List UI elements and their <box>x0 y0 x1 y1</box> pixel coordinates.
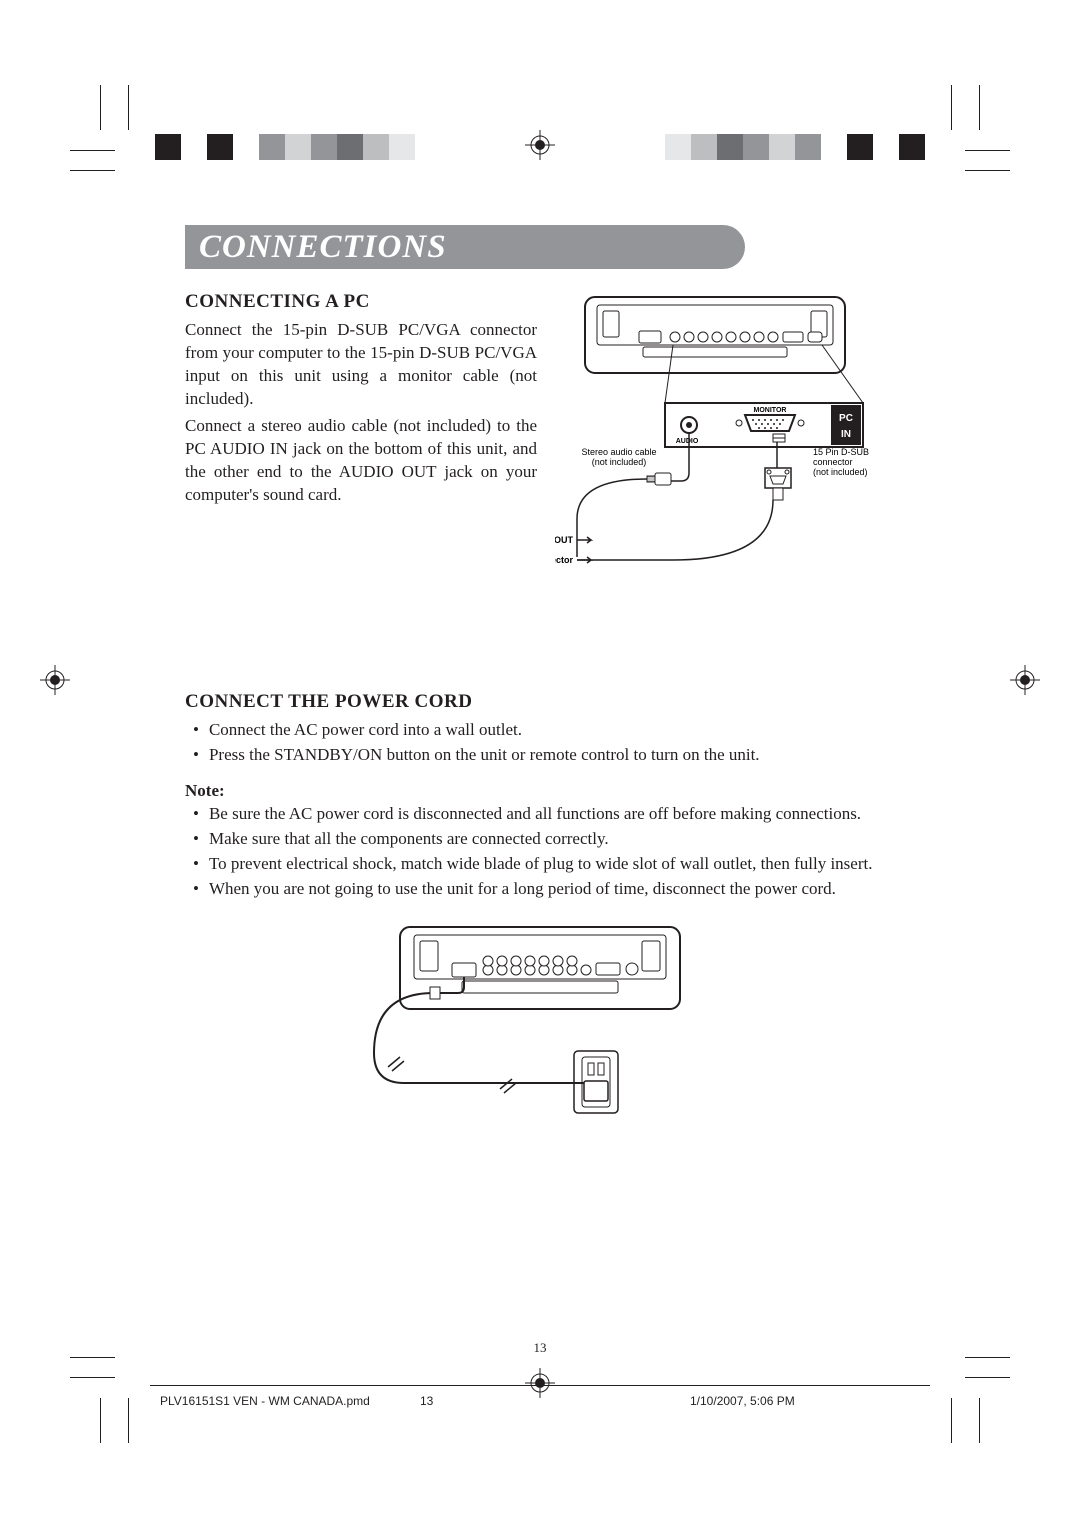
figure-power-cord <box>185 921 895 1121</box>
color-swatch <box>717 134 743 160</box>
page-content: CONNECTIONS CONNECTING A PC Connect the … <box>185 225 895 1121</box>
crop-mark <box>965 170 1010 171</box>
crop-mark <box>70 1357 115 1358</box>
para-pc-1: Connect the 15-pin D-SUB PC/VGA connecto… <box>185 319 537 411</box>
color-swatch <box>155 134 181 160</box>
color-swatch <box>821 134 847 160</box>
color-swatch <box>389 134 415 160</box>
para-pc-2: Connect a stereo audio cable (not includ… <box>185 415 537 507</box>
registration-target-icon <box>525 1368 555 1398</box>
color-swatch <box>691 134 717 160</box>
color-swatch <box>285 134 311 160</box>
crop-mark <box>965 1357 1010 1358</box>
color-swatch <box>207 134 233 160</box>
color-swatch <box>311 134 337 160</box>
list-item: Make sure that all the components are co… <box>185 828 895 851</box>
section-connecting-pc: CONNECTING A PC Connect the 15-pin D-SUB… <box>185 291 895 586</box>
list-item: Connect the AC power cord into a wall ou… <box>185 719 895 742</box>
color-bar-right <box>639 134 925 160</box>
color-swatch <box>363 134 389 160</box>
fig-label-audio-cable: Stereo audio cable <box>581 447 656 457</box>
color-swatch <box>337 134 363 160</box>
crop-mark <box>951 85 952 130</box>
fig-label-connector: connector <box>813 457 853 467</box>
heading-power-cord: CONNECT THE POWER CORD <box>185 691 895 713</box>
fig-label-not-incl-1: (not included) <box>592 457 647 467</box>
fig-label-in: IN <box>841 429 851 440</box>
crop-mark <box>951 1398 952 1443</box>
footer-page: 13 <box>420 1394 433 1408</box>
crop-mark <box>100 85 101 130</box>
heading-connecting-pc: CONNECTING A PC <box>185 291 537 313</box>
note-label: Note: <box>185 781 895 801</box>
crop-mark <box>979 85 980 130</box>
list-item: Be sure the AC power cord is disconnecte… <box>185 803 895 826</box>
fig-label-audio: AUDIO <box>676 438 699 445</box>
fig-label-not-incl-2: (not included) <box>813 467 868 477</box>
color-swatch <box>259 134 285 160</box>
color-swatch <box>769 134 795 160</box>
list-item: To prevent electrical shock, match wide … <box>185 853 895 876</box>
power-cord-steps: Connect the AC power cord into a wall ou… <box>185 719 895 767</box>
footer-datetime: 1/10/2007, 5:06 PM <box>690 1394 795 1408</box>
power-cord-notes: Be sure the AC power cord is disconnecte… <box>185 803 895 901</box>
crop-mark <box>70 1377 115 1378</box>
crop-mark <box>70 170 115 171</box>
figure-pc-connection: AUDIO MONITOR PC IN <box>555 291 895 586</box>
color-swatch <box>899 134 925 160</box>
color-swatch <box>873 134 899 160</box>
color-swatch <box>847 134 873 160</box>
section-power-cord: CONNECT THE POWER CORD Connect the AC po… <box>185 691 895 1121</box>
fig-label-dsub: 15 Pin D-SUB <box>813 447 869 457</box>
page-number: 13 <box>0 1340 1080 1356</box>
color-swatch <box>233 134 259 160</box>
section-header-bar: CONNECTIONS <box>185 225 745 269</box>
footer-divider <box>150 1385 930 1386</box>
color-swatch <box>743 134 769 160</box>
crop-mark <box>70 150 115 151</box>
color-swatch <box>795 134 821 160</box>
crop-mark <box>965 1377 1010 1378</box>
crop-mark <box>979 1398 980 1443</box>
section-header-title: CONNECTIONS <box>199 229 447 266</box>
crop-mark <box>128 85 129 130</box>
crop-mark <box>128 1398 129 1443</box>
registration-target-icon <box>525 130 555 160</box>
list-item: Press the STANDBY/ON button on the unit … <box>185 744 895 767</box>
fig-label-to-pc-conn: To PC connector <box>555 555 573 565</box>
color-swatch <box>639 134 665 160</box>
crop-mark <box>100 1398 101 1443</box>
color-swatch <box>415 134 441 160</box>
footer-filename: PLV16151S1 VEN - WM CANADA.pmd <box>160 1394 370 1408</box>
list-item: When you are not going to use the unit f… <box>185 878 895 901</box>
fig-label-to-pc-audio: To PC AUDIO OUT <box>555 535 573 545</box>
color-swatch <box>665 134 691 160</box>
fig-label-monitor: MONITOR <box>754 407 787 414</box>
color-bar-left <box>155 134 441 160</box>
registration-target-icon <box>1010 665 1040 695</box>
fig-label-pc: PC <box>839 413 853 424</box>
crop-mark <box>965 150 1010 151</box>
registration-target-icon <box>40 665 70 695</box>
color-swatch <box>181 134 207 160</box>
